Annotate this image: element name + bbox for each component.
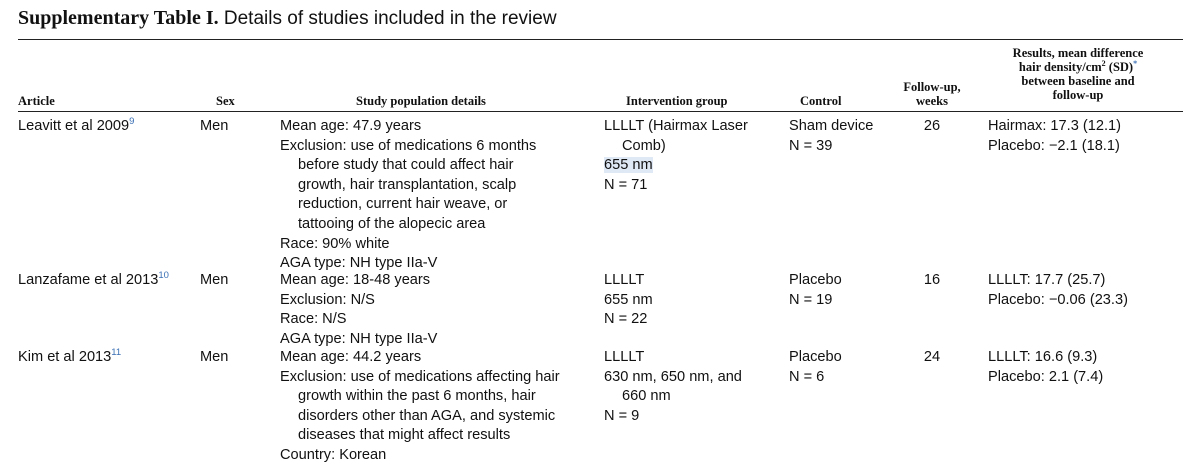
sex-cell: Men xyxy=(200,118,229,134)
followup-cell: 16 xyxy=(923,272,941,288)
header-followup-line1: Follow-up, xyxy=(903,80,961,94)
control-line: N = 39 xyxy=(789,137,833,154)
intervention-line: N = 22 xyxy=(604,311,648,328)
header-population: Study population details xyxy=(356,94,486,108)
population-cell: Mean age: 44.2 years Exclusion: use of m… xyxy=(280,348,560,466)
header-article: Article xyxy=(18,94,55,108)
header-intervention: Intervention group xyxy=(626,94,728,108)
header-followup: Follow-up, weeks xyxy=(886,80,978,108)
population-line: before study that could affect hair xyxy=(298,157,514,174)
reference-link[interactable]: 9 xyxy=(129,116,135,128)
population-line: diseases that might affect results xyxy=(298,427,511,444)
intervention-cell: LLLLT 630 nm, 650 nm, and 660 nm N = 9 xyxy=(604,348,742,426)
results-line: Placebo: −0.06 (23.3) xyxy=(988,291,1128,308)
article-cell: Lanzafame et al 201310 xyxy=(18,270,169,288)
control-cell: Placebo N = 19 xyxy=(789,271,842,310)
population-line: reduction, current hair weave, or xyxy=(298,196,508,213)
results-line: Placebo: 2.1 (7.4) xyxy=(988,368,1104,385)
control-line: Placebo xyxy=(789,349,842,365)
header-results: Results, mean difference hair density/cm… xyxy=(978,46,1178,102)
results-line: Hairmax: 17.3 (12.1) xyxy=(988,118,1122,134)
population-line: growth, hair transplantation, scalp xyxy=(298,176,517,193)
population-line: Race: 90% white xyxy=(280,235,390,252)
population-line: AGA type: NH type IIa-V xyxy=(280,255,438,272)
sex-cell: Men xyxy=(200,272,229,288)
results-line: LLLLT: 17.7 (25.7) xyxy=(988,272,1106,288)
population-line: Mean age: 47.9 years xyxy=(280,118,422,134)
intervention-line: 655 nm xyxy=(604,156,748,176)
caption-lead: Supplementary Table I. xyxy=(18,7,219,29)
intervention-line: 630 nm, 650 nm, and xyxy=(604,368,742,385)
population-line: AGA type: NH type IIa-V xyxy=(280,330,438,347)
population-cell: Mean age: 18-48 years Exclusion: N/S Rac… xyxy=(280,271,437,349)
header-sex: Sex xyxy=(216,94,235,108)
article-cell: Kim et al 201311 xyxy=(18,347,122,365)
population-line: Country: Korean xyxy=(280,446,387,463)
reference-link[interactable]: 11 xyxy=(111,347,122,359)
control-cell: Placebo N = 6 xyxy=(789,348,842,387)
control-cell: Sham device N = 39 xyxy=(789,117,873,156)
results-cell: Hairmax: 17.3 (12.1) Placebo: −2.1 (18.1… xyxy=(988,117,1121,156)
intervention-line: 660 nm xyxy=(622,388,671,405)
intervention-cell: LLLLT 655 nm N = 22 xyxy=(604,271,653,330)
header-control: Control xyxy=(800,94,842,108)
header-results-line4: follow-up xyxy=(1052,88,1104,102)
top-rule xyxy=(18,39,1183,40)
population-line: Mean age: 44.2 years xyxy=(280,349,422,365)
results-line: Placebo: −2.1 (18.1) xyxy=(988,137,1120,154)
population-line: Race: N/S xyxy=(280,311,347,328)
intervention-line: N = 9 xyxy=(604,407,640,424)
followup-cell: 26 xyxy=(923,118,941,134)
results-line: LLLLT: 16.6 (9.3) xyxy=(988,349,1098,365)
population-line: tattooing of the alopecic area xyxy=(298,215,486,232)
table-caption: Supplementary Table I. Details of studie… xyxy=(18,7,557,30)
control-line: Sham device xyxy=(789,118,874,134)
intervention-line: LLLLT (Hairmax Laser xyxy=(604,118,748,134)
article-cell: Leavitt et al 20099 xyxy=(18,116,135,134)
highlighted-text: 655 nm xyxy=(604,157,653,174)
control-line: N = 6 xyxy=(789,368,825,385)
header-rule xyxy=(18,111,1183,112)
reference-link[interactable]: 10 xyxy=(158,270,169,282)
intervention-line: LLLLT xyxy=(604,272,645,288)
control-line: N = 19 xyxy=(789,291,833,308)
intervention-line: LLLLT xyxy=(604,349,645,365)
intervention-line: Comb) xyxy=(622,137,666,154)
sex-cell: Men xyxy=(200,349,229,365)
population-line: disorders other than AGA, and systemic xyxy=(298,407,556,424)
results-cell: LLLLT: 17.7 (25.7) Placebo: −0.06 (23.3) xyxy=(988,271,1128,310)
intervention-line: 655 nm xyxy=(604,291,653,308)
followup-cell: 24 xyxy=(923,349,941,365)
control-line: Placebo xyxy=(789,272,842,288)
population-line: Exclusion: use of medications affecting … xyxy=(280,368,560,385)
header-results-line1: Results, mean difference xyxy=(1012,46,1144,60)
population-line: growth within the past 6 months, hair xyxy=(298,388,536,405)
header-results-line3: between baseline and xyxy=(1021,74,1135,88)
footnote-asterisk: * xyxy=(1133,58,1138,68)
caption-text: Details of studies included in the revie… xyxy=(223,8,557,29)
results-cell: LLLLT: 16.6 (9.3) Placebo: 2.1 (7.4) xyxy=(988,348,1103,387)
population-line: Exclusion: use of medications 6 months xyxy=(280,137,537,154)
population-cell: Mean age: 47.9 years Exclusion: use of m… xyxy=(280,117,536,274)
header-followup-line2: weeks xyxy=(916,94,948,108)
population-line: Exclusion: N/S xyxy=(280,291,375,308)
intervention-cell: LLLLT (Hairmax Laser Comb) 655 nm N = 71 xyxy=(604,117,748,195)
population-line: Mean age: 18-48 years xyxy=(280,272,431,288)
header-results-line2: hair density/cm2 (SD)* xyxy=(1018,58,1138,74)
intervention-line: N = 71 xyxy=(604,176,648,193)
